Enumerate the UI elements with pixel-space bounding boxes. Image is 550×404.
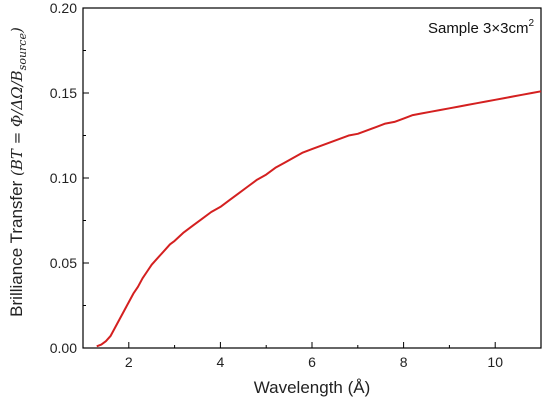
annotation-sample-size: Sample 3×3cm2 [428, 18, 534, 37]
y-tick-label: 0.10 [50, 170, 77, 186]
x-tick-label: 4 [217, 354, 225, 370]
x-axis-title: Wavelength (Å) [254, 378, 371, 397]
x-tick-label: 10 [487, 354, 503, 370]
y-axis: 0.00 0.05 0.10 0.15 0.20 [50, 0, 89, 356]
y-tick-label: 0.15 [50, 85, 77, 101]
series-line-brilliance-transfer [96, 90, 542, 348]
y-tick-label: 0.20 [50, 0, 77, 16]
x-tick-label: 6 [308, 354, 316, 370]
x-tick-label: 8 [400, 354, 408, 370]
y-tick-label: 0.00 [50, 340, 77, 356]
x-axis: 2 4 6 8 10 [125, 342, 542, 370]
plot-frame [82, 7, 542, 349]
y-tick-label: 0.05 [50, 255, 77, 271]
x-tick-label: 2 [125, 354, 133, 370]
y-axis-title: Brilliance Transfer (BT = Φ/ΔΩ/Bsource) [7, 27, 29, 317]
